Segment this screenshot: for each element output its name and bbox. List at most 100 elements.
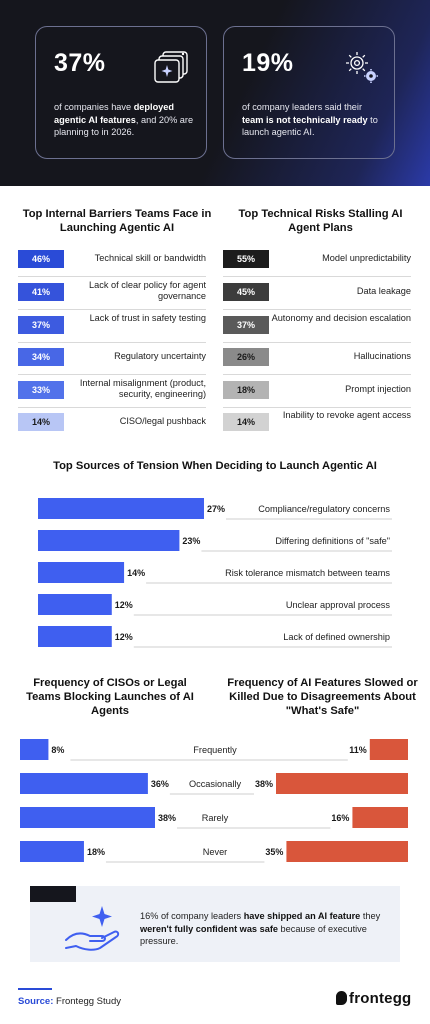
barrier-divider [18,276,206,277]
tension-bar [38,594,112,615]
source-accent-line [18,988,52,990]
risk-label: Model unpredictability [322,253,411,263]
callout-tab [30,886,76,902]
frequency-category-label: Occasionally [189,779,241,789]
risk-divider [223,276,411,277]
features-slowed-bar [286,841,408,862]
risk-percentage-badge: 45% [223,283,269,301]
risk-percentage-badge: 26% [223,348,269,366]
stat-card-deployed: 37% of companies have deployed agentic A… [35,26,207,159]
barrier-row: 14% CISO/legal pushback [18,413,206,431]
frequency-category-label: Rarely [202,813,229,823]
ciso-blocking-bar [20,807,155,828]
barrier-divider [18,342,206,343]
tension-value-label: 14% [127,568,145,578]
risk-divider [223,342,411,343]
risk-label: Hallucinations [353,351,411,361]
frequency-category-label: Frequently [193,745,237,755]
barrier-divider [18,374,206,375]
risk-label: Prompt injection [345,384,411,394]
barrier-row: 37% Lack of trust in safety testing [18,313,206,334]
features-slowed-chart-title: Frequency of AI Features Slowed or Kille… [227,677,418,717]
tension-value-label: 23% [182,536,200,546]
tension-value-label: 12% [115,632,133,642]
barrier-label: Technical skill or bandwidth [94,253,206,263]
ciso-blocking-value-label: 36% [151,779,169,789]
barrier-percentage-badge: 46% [18,250,64,268]
source-label: Source: [18,996,54,1007]
ciso-blocking-bar [20,739,49,760]
ciso-blocking-value-label: 18% [87,847,105,857]
windows-sparkle-icon [154,51,188,83]
risk-percentage-badge: 14% [223,413,269,431]
barrier-label: Lack of trust in safety testing [89,313,206,323]
barriers-title: Top Internal Barriers Teams Face in Laun… [22,208,212,234]
hero-banner: 37% of companies have deployed agentic A… [0,0,430,186]
risk-label: Data leakage [356,286,411,296]
risk-row: 55% Model unpredictability [223,250,411,268]
barrier-percentage-badge: 33% [18,381,64,399]
frequency-category-label: Never [203,847,228,857]
source-value: Frontegg Study [56,996,121,1007]
barrier-percentage-badge: 37% [18,316,64,334]
hand-sparkle-icon [65,906,120,951]
barrier-row: 33% Internal misalignment (product, secur… [18,378,206,399]
tension-category-label: Lack of defined ownership [283,632,390,642]
features-slowed-value-label: 11% [349,745,367,755]
features-slowed-value-label: 16% [331,813,349,823]
ciso-blocking-chart-title: Frequency of CISOs or Legal Teams Blocki… [26,677,194,717]
barrier-row: 41% Lack of clear policy for agent govern… [18,280,206,301]
barrier-label: Lack of clear policy for agent governanc… [89,280,206,301]
features-slowed-value-label: 38% [255,779,273,789]
risk-row: 45% Data leakage [223,283,411,301]
tension-bar [38,498,204,519]
risk-row: 37% Autonomy and decision escalation [223,313,411,334]
tension-bar [38,530,180,551]
barrier-label: CISO/legal pushback [119,416,206,426]
risk-percentage-badge: 55% [223,250,269,268]
risk-percentage-badge: 37% [223,316,269,334]
barrier-divider [18,309,206,310]
ciso-blocking-value-label: 8% [51,745,64,755]
gears-icon [346,52,378,83]
risk-divider [223,407,411,408]
risk-row: 26% Hallucinations [223,348,411,366]
tension-chart: 27% Compliance/regulatory concerns 23% Diff… [38,498,392,648]
ciso-blocking-value-label: 38% [158,813,176,823]
features-slowed-value-label: 35% [265,847,283,857]
tension-value-label: 27% [207,504,225,514]
stat-card-not-ready: 19% of company leaders said their team i… [223,26,395,159]
stat-percentage: 19% [242,49,294,77]
frequency-charts: 8% 11% Frequently 36% 38% Occasionally 38% 16% R… [20,739,408,863]
tension-chart-title: Top Sources of Tension When Deciding to … [53,460,377,472]
risk-row: 18% Prompt injection [223,381,411,399]
frontegg-logo: frontegg [336,990,411,1007]
features-slowed-bar [276,773,408,794]
ciso-blocking-bar [20,841,84,862]
risk-row: 14% Inability to revoke agent access [223,410,411,431]
risk-divider [223,374,411,375]
tension-category-label: Unclear approval process [286,600,391,610]
barrier-label: Regulatory uncertainty [114,351,206,361]
barrier-percentage-badge: 14% [18,413,64,431]
stat-percentage: 37% [54,49,106,77]
barrier-divider [18,407,206,408]
barrier-row: 34% Regulatory uncertainty [18,348,206,366]
barrier-percentage-badge: 34% [18,348,64,366]
tension-bar [38,626,112,647]
callout-text: 16% of company leaders have shipped an A… [140,911,381,946]
barrier-percentage-badge: 41% [18,283,64,301]
logo-mark-icon [336,991,347,1005]
risk-percentage-badge: 18% [223,381,269,399]
tension-value-label: 12% [115,600,133,610]
ciso-blocking-bar [20,773,148,794]
tension-bar [38,562,125,583]
barrier-row: 46% Technical skill or bandwidth [18,250,206,268]
risk-label: Autonomy and decision escalation [271,313,411,323]
tension-category-label: Differing definitions of "safe" [275,536,390,546]
source-citation: Source: Frontegg Study [18,996,121,1007]
barrier-label: Internal misalignment (product, security… [79,378,206,399]
features-slowed-bar [352,807,408,828]
stat-description: of companies have deployed agentic AI fe… [54,102,194,137]
